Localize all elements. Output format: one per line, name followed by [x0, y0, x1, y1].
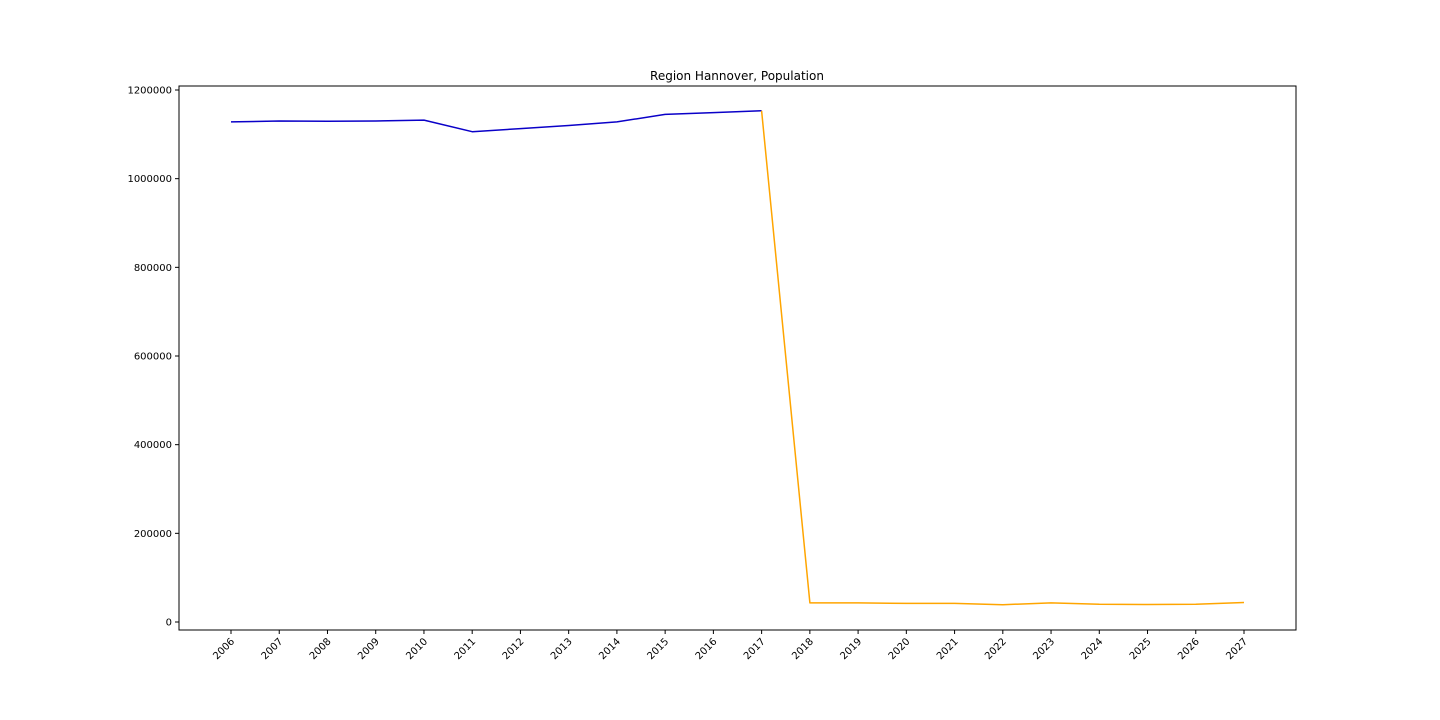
- y-tick-label: 800000: [134, 263, 172, 274]
- x-tick-label: 2020: [887, 636, 913, 662]
- x-tick-label: 2010: [404, 636, 430, 662]
- y-tick-label: 1200000: [127, 86, 172, 97]
- series-line-2: [760, 110, 1245, 606]
- x-tick-label: 2019: [838, 636, 864, 662]
- x-tick-label: 2014: [597, 636, 623, 662]
- x-tick-label: 2021: [935, 636, 961, 662]
- x-tick-label: 2026: [1176, 636, 1202, 662]
- x-tick-label: 2022: [983, 636, 1009, 662]
- y-tick-label: 600000: [134, 352, 172, 363]
- x-tick-label: 2016: [694, 636, 720, 662]
- series-layer: [230, 110, 1245, 606]
- x-tick-label: 2023: [1031, 636, 1057, 662]
- x-tick-label: 2024: [1080, 636, 1106, 662]
- x-tick-label: 2009: [356, 636, 382, 662]
- chart-title: Region Hannover, Population: [650, 69, 824, 83]
- y-tick-label: 400000: [134, 440, 172, 451]
- x-tick-label: 2025: [1128, 636, 1154, 662]
- x-tick-label: 2027: [1224, 636, 1250, 662]
- x-tick-label: 2013: [549, 636, 575, 662]
- plot-frame: [178, 85, 1297, 631]
- series-line-1: [230, 110, 762, 133]
- y-tick-label: 1000000: [127, 174, 172, 185]
- x-tick-label: 2017: [742, 636, 768, 662]
- x-axis: 2006 2007 2008 2009 2010 2011 2012 2013 2014 2015…: [211, 630, 1250, 662]
- y-tick-label: 0: [166, 618, 172, 629]
- x-tick-label: 2007: [260, 636, 286, 662]
- x-tick-label: 2015: [645, 636, 671, 662]
- y-tick-label: 200000: [134, 529, 172, 540]
- y-axis: 0 200000 400000 600000 800000 1000000 1200000: [127, 86, 179, 629]
- x-tick-label: 2012: [501, 636, 527, 662]
- x-tick-label: 2006: [211, 636, 237, 662]
- x-tick-label: 2008: [308, 636, 334, 662]
- x-tick-label: 2018: [790, 636, 816, 662]
- x-tick-label: 2011: [453, 636, 479, 662]
